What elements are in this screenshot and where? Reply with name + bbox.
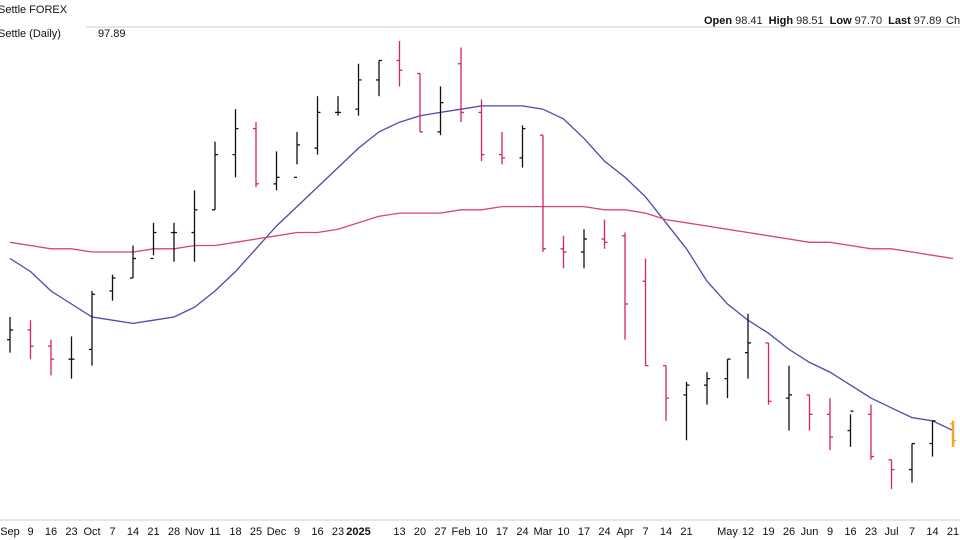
x-tick-label: Jun [801,526,819,538]
x-tick-label: 17 [578,526,590,538]
x-tick-label: 23 [65,526,77,538]
quote-value: 97.70 [855,15,883,27]
x-tick-label: 24 [598,526,610,538]
x-tick-label: 16 [311,526,323,538]
quote-label: Low [830,15,852,27]
x-tick-label: 21 [680,526,692,538]
x-tick-label: 10 [557,526,569,538]
quote-value: 98.41 [735,15,763,27]
x-tick-label: 2025 [346,526,370,538]
x-tick-label: 16 [844,526,856,538]
x-tick-label: 14 [127,526,139,538]
x-tick-label: Nov [185,526,205,538]
x-tick-label: 14 [926,526,938,538]
x-tick-label: 16 [45,526,57,538]
quote-label: Last [888,15,911,27]
x-tick-label: Dec [267,526,287,538]
quote-value: 97.89 [914,15,942,27]
x-tick-label: 13 [393,526,405,538]
header-truncated: Ch [946,15,960,27]
x-tick-label: 12 [742,526,754,538]
x-tick-label: 24 [516,526,528,538]
x-tick-label: 7 [642,526,648,538]
x-tick-label: 17 [496,526,508,538]
quote-bar: Open 98.41 High 98.51 Low 97.70 Last 97.89 [704,15,941,27]
quote-label: Open [704,15,732,27]
x-tick-label: 11 [209,526,220,538]
chart-title: Settle FOREX [0,4,68,16]
x-tick-label: 18 [229,526,241,538]
x-tick-label: 10 [475,526,487,538]
x-tick-label: 21 [947,526,959,538]
x-axis: Sep 9 16 23 Oct 7 14 21 28 Nov 11 18 25 Dec 9 16 23 2025 1… [0,526,959,538]
legend-value: 97.89 [98,28,126,40]
x-tick-label: 7 [909,526,915,538]
x-tick-label: Mar [534,526,553,538]
x-tick-label: 9 [294,526,300,538]
x-tick-label: 20 [414,526,426,538]
x-tick-label: 9 [827,526,833,538]
x-tick-label: 27 [434,526,446,538]
x-tick-label: Sep [0,526,20,538]
x-tick-label: 7 [109,526,115,538]
x-tick-label: Feb [452,526,471,538]
x-tick-label: 23 [332,526,344,538]
x-tick-label: 28 [168,526,180,538]
x-tick-label: 9 [27,526,33,538]
plot-area [7,40,956,490]
x-tick-label: 14 [660,526,672,538]
x-tick-label: 21 [147,526,159,538]
x-tick-label: 25 [250,526,262,538]
x-tick-label: May [717,526,738,538]
x-tick-label: Oct [83,526,100,538]
x-tick-label: 23 [865,526,877,538]
quote-label: High [769,15,794,27]
quote-value: 98.51 [796,15,824,27]
x-tick-label: 26 [783,526,795,538]
moving-average-line [9,205,954,260]
x-tick-label: Jul [884,526,898,538]
x-tick-label: 19 [762,526,774,538]
legend-label: Settle (Daily) [0,28,61,40]
x-tick-label: Apr [616,526,633,538]
